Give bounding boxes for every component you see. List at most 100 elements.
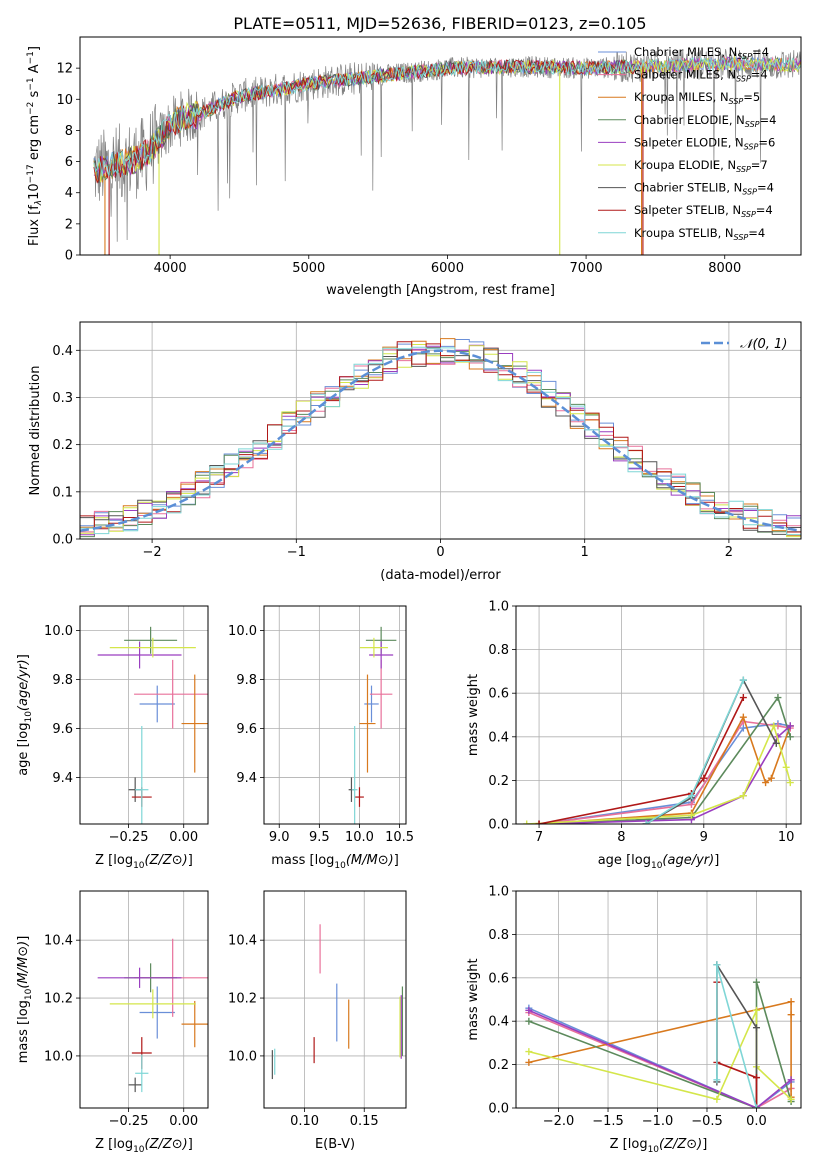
legend-label-krou_miles: Kroupa MILES, NSSP=5 [634,90,760,106]
x-axis-label: Z [log10(Z/Z⊙)] [95,1137,193,1155]
axes-frame [263,890,407,1109]
legend-label-gaussian: 𝒩(0, 1) [740,337,787,352]
y-tick-label: 0.2 [52,438,73,453]
y-tick-label: 2 [65,217,73,232]
weight-marker-krou_elodie [687,811,695,819]
weight-marker-salp_stelib [739,694,747,702]
y-axis-label: mass weight [466,674,481,756]
weight-marker-krou_miles [762,779,770,787]
x-tick-label: −0.5 [691,1114,723,1129]
spectrum-legend: Chabrier MILES, NSSP=4 Salpeter MILES, NS… [598,45,776,242]
y-tick-label: 0.6 [488,687,509,702]
weight-marker-krou_elodie [782,763,790,771]
x-axis-label: Z [log10(Z/Z⊙)] [95,853,193,871]
x-tick-label: 10.0 [345,830,374,845]
x-tick-label: 10.5 [385,830,414,845]
weight-line-krou_miles [539,715,792,824]
x-tick-label: 8000 [708,261,741,276]
weight-marker-krou_elodie [786,779,794,787]
y-axis-label: age [log10(age/yr)] [16,654,34,776]
weight-marker-krou_elodie [752,1006,760,1014]
y-tick-label: 0.2 [488,774,509,789]
axes-frame [79,890,209,1109]
y-tick-label: 0 [65,249,73,264]
y-tick-label: 9.6 [236,722,257,737]
model-spectrum-krou_stelib [93,56,801,177]
legend-label-krou_stelib: Kroupa STELIB, NSSP=4 [634,226,765,242]
weight-marker-krou_elodie [523,820,531,824]
legend-label-krou_elodie: Kroupa ELODIE, NSSP=7 [634,158,768,174]
x-tick-label: −2.0 [543,1114,575,1129]
weight-line-chab_elodie [539,695,792,824]
mass_weight_vs_age-panel: 7 8 9 10 0.0 0.2 0.4 0.6 0.8 1.0 age [log10(age/yr… [466,600,802,871]
spectrum-panel: 4000 5000 6000 7000 8000 0 2 4 6 8 10 12 wavelength … [26,36,802,298]
x-axis-label: Z [log10(Z/Z⊙)] [610,1137,708,1155]
weight-marker-salp_stelib [535,820,543,824]
x-tick-label: 1 [581,545,589,560]
y-tick-label: 12 [56,62,73,77]
y-tick-label: 10.0 [44,1049,73,1064]
weight-marker-chab_elodie [752,978,760,986]
axes-frame [263,605,407,825]
weight-marker-krou_miles [525,1058,533,1066]
y-axis-label: mass [log10(M/M⊙)] [16,936,34,1064]
weight-marker-salp_stelib [752,1074,760,1082]
x-tick-label: −0.25 [109,830,149,845]
weight-marker-krou_elodie [713,1095,721,1103]
y-tick-label: 10.0 [44,624,73,639]
x-axis-label: age [log10(age/yr)] [598,853,720,871]
x-tick-label: 4000 [154,261,187,276]
y-tick-label: 0.8 [488,643,509,658]
y-tick-label: 0.8 [488,928,509,943]
mass_weight_vs_z-plot-area [525,961,795,1108]
spectrum-plot-area [93,48,801,255]
weight-marker-chab_elodie [774,694,782,702]
y-tick-label: 6 [65,155,73,170]
y-tick-label: 9.8 [236,673,257,688]
x-tick-label: 8 [617,830,625,845]
weight-line-chab_miles [528,1007,792,1108]
y-tick-label: 10.0 [228,624,257,639]
x-tick-label: −1 [287,545,306,560]
x-tick-label: 6000 [431,261,464,276]
x-tick-label: 0.00 [169,830,198,845]
legend-label-salp_stelib: Salpeter STELIB, NSSP=4 [634,203,773,219]
residual_hist-plot-area [80,338,801,538]
age_vs_mass-panel: 9.0 9.5 10.0 10.5 9.4 9.6 9.8 10.0 mass [log10(M… [228,605,414,871]
y-tick-label: 0.4 [488,1015,509,1030]
x-tick-label: 0.10 [290,1114,319,1129]
x-axis-label: wavelength [Angstrom, rest frame] [326,283,555,298]
weight-marker-chab_stelib [752,1024,760,1032]
x-tick-label: 0.15 [350,1114,379,1129]
weight-marker-salp_elodie [525,1006,533,1014]
legend-label-salp_miles: Salpeter MILES, NSSP=4 [634,68,768,84]
y-axis-label: Flux [fλ10−17 erg cm−2 s−1 A−1] [26,46,44,246]
y-tick-label: 0.6 [488,971,509,986]
histogram-salp_miles [80,347,801,533]
x-tick-label: 7 [535,830,543,845]
weight-marker-krou_miles [787,998,795,1006]
x-tick-label: 10 [778,830,795,845]
x-tick-label: 9.0 [269,830,290,845]
y-tick-label: 9.4 [52,771,73,786]
weight-marker-krou_stelib [642,820,650,824]
weight-marker-chab_elodie [525,1017,533,1025]
weight-marker-krou_miles [767,774,775,782]
legend-label-chab_miles: Chabrier MILES, NSSP=4 [634,45,769,61]
axes-frame [515,605,802,825]
mass_weight_vs_age-plot-area [523,676,794,824]
x-tick-label: 0.0 [746,1114,767,1129]
y-tick-label: 10 [56,93,73,108]
y-tick-label: 0.0 [488,818,509,833]
weight-marker-salp_elodie [787,1076,795,1084]
legend-label-chab_elodie: Chabrier ELODIE, NSSP=4 [634,113,776,129]
gaussian-reference-curve [80,349,799,532]
x-tick-label: 9 [700,830,708,845]
y-tick-label: 0.0 [488,1102,509,1117]
x-tick-label: 7000 [570,261,603,276]
y-tick-label: 9.8 [52,673,73,688]
axes-frame [79,36,802,256]
y-tick-label: 0.4 [488,730,509,745]
mass_vs_ebv-plot-area [271,924,404,1080]
